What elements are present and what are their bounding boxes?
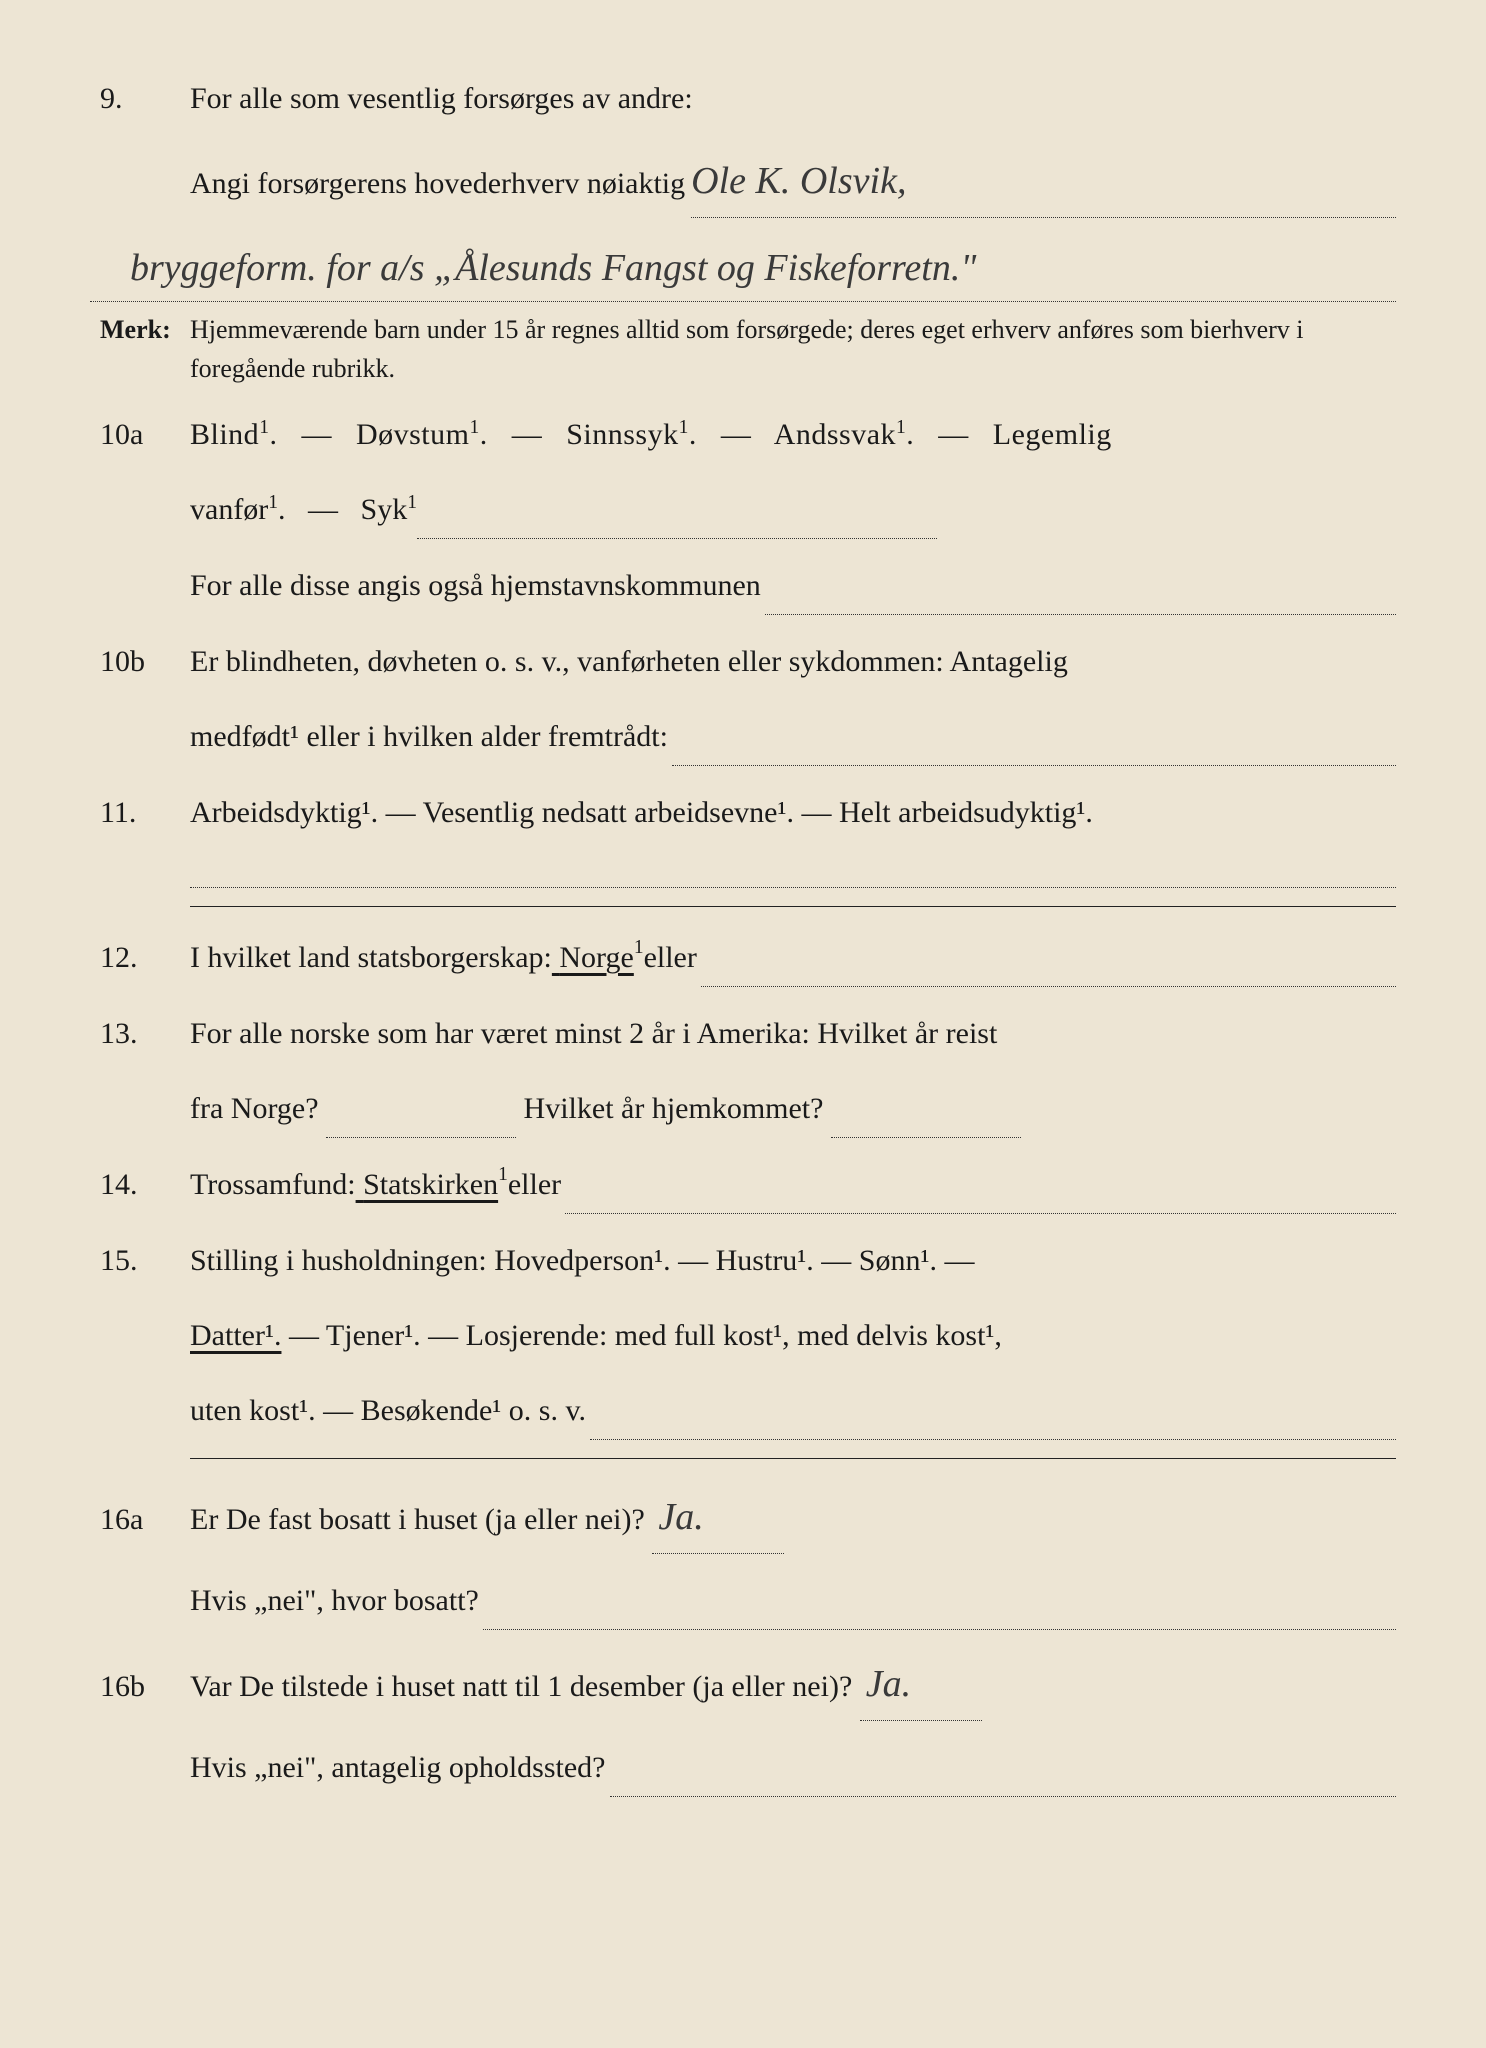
question-9: 9. For alle som vesentlig forsørges av a… xyxy=(90,70,1396,127)
q16b-line1: Var De tilstede i huset natt til 1 desem… xyxy=(190,1648,1396,1721)
q16b-answer: Ja. xyxy=(866,1663,911,1705)
question-10a: 10a Blind1. — Døvstum1. — Sinnssyk1. — A… xyxy=(90,406,1396,463)
divider-2 xyxy=(190,1458,1396,1459)
q14-post: eller xyxy=(508,1156,561,1214)
q9-number: 9. xyxy=(90,70,190,127)
q15-line2: Datter¹. — Tjener¹. — Losjerende: med fu… xyxy=(90,1307,1396,1364)
q16b-prompt: Var De tilstede i huset natt til 1 desem… xyxy=(190,1670,852,1703)
q16a-line1: Er De fast bosatt i huset (ja eller nei)… xyxy=(190,1481,1396,1554)
q15-number: 15. xyxy=(90,1232,190,1289)
q16a-prompt: Er De fast bosatt i huset (ja eller nei)… xyxy=(190,1503,645,1536)
q15-line1: Stilling i husholdningen: Hovedperson¹. … xyxy=(190,1232,1396,1289)
q10a-line3-row: For alle disse angis også hjemstavnskomm… xyxy=(90,557,1396,615)
q16b-line2-row: Hvis „nei", antagelig opholdssted? xyxy=(90,1739,1396,1797)
q12-norge: Norge xyxy=(552,929,634,987)
q10b-line1: Er blindheten, døvheten o. s. v., vanfør… xyxy=(190,633,1396,690)
q16b-line2: Hvis „nei", antagelig opholdssted? xyxy=(190,1739,606,1797)
q10a-number: 10a xyxy=(90,406,190,463)
q12-post: eller xyxy=(644,929,697,987)
q12-pre: I hvilket land statsborgerskap: xyxy=(190,929,552,987)
merk-label: Merk: xyxy=(90,310,190,349)
q16a-answer: Ja. xyxy=(658,1496,703,1538)
q16a-number: 16a xyxy=(90,1491,190,1548)
q9-line1: For alle som vesentlig forsørges av andr… xyxy=(190,70,1396,127)
q9-line2: Angi forsørgerens hovederhverv nøiaktig … xyxy=(90,145,1396,218)
q15-datter: Datter¹. xyxy=(190,1319,281,1352)
question-12: 12. I hvilket land statsborgerskap: Norg… xyxy=(90,929,1396,987)
question-11: 11. Arbeidsdyktig¹. — Vesentlig nedsatt … xyxy=(90,784,1396,841)
q14-statskirken: Statskirken xyxy=(356,1156,499,1214)
q15-line3: uten kost¹. — Besøkende¹ o. s. v. xyxy=(190,1382,586,1440)
merk-text: Hjemmeværende barn under 15 år regnes al… xyxy=(190,310,1396,388)
q16b-number: 16b xyxy=(90,1658,190,1715)
q10b-line2: medfødt¹ eller i hvilken alder fremtrådt… xyxy=(190,708,668,766)
divider-1 xyxy=(190,906,1396,907)
merk-note: Merk: Hjemmeværende barn under 15 år reg… xyxy=(90,310,1396,388)
q12-text: I hvilket land statsborgerskap: Norge1 e… xyxy=(190,929,1396,987)
question-16a: 16a Er De fast bosatt i huset (ja eller … xyxy=(90,1481,1396,1554)
label-legemlig: Legemlig xyxy=(993,418,1112,451)
q16a-line2-row: Hvis „nei", hvor bosatt? xyxy=(90,1572,1396,1630)
q15-rest: — Tjener¹. — Losjerende: med full kost¹,… xyxy=(289,1319,1002,1352)
q9-answer-2: bryggeform. for a/s „Ålesunds Fangst og … xyxy=(130,247,976,289)
q13-home: Hvilket år hjemkommet? xyxy=(524,1092,824,1125)
q9-answer-1: Ole K. Olsvik, xyxy=(691,160,906,202)
q14-pre: Trossamfund: xyxy=(190,1156,356,1214)
q14-number: 14. xyxy=(90,1156,190,1213)
q11-blank xyxy=(90,859,1396,888)
label-vanfor: vanfør xyxy=(190,493,268,526)
question-15: 15. Stilling i husholdningen: Hovedperso… xyxy=(90,1232,1396,1289)
census-form-page: 9. For alle som vesentlig forsørges av a… xyxy=(0,0,1486,2048)
q9-answer-2-row: bryggeform. for a/s „Ålesunds Fangst og … xyxy=(90,236,1396,302)
q13-number: 13. xyxy=(90,1005,190,1062)
q15-line3-row: uten kost¹. — Besøkende¹ o. s. v. xyxy=(90,1382,1396,1440)
q14-text: Trossamfund: Statskirken1 eller xyxy=(190,1156,1396,1214)
question-13: 13. For alle norske som har været minst … xyxy=(90,1005,1396,1062)
label-syk: Syk xyxy=(361,493,408,526)
q16a-line2: Hvis „nei", hvor bosatt? xyxy=(190,1572,479,1630)
q13-line2: fra Norge? Hvilket år hjemkommet? xyxy=(90,1080,1396,1138)
q10a-line2: vanfør1. — Syk1 xyxy=(90,481,1396,539)
q11-number: 11. xyxy=(90,784,190,841)
q13-line1: For alle norske som har været minst 2 år… xyxy=(190,1005,1396,1062)
q10a-line1: Blind1. — Døvstum1. — Sinnssyk1. — Andss… xyxy=(190,406,1396,463)
q11-text: Arbeidsdyktig¹. — Vesentlig nedsatt arbe… xyxy=(190,784,1396,841)
q10a-line3: For alle disse angis også hjemstavnskomm… xyxy=(190,557,761,615)
question-10b: 10b Er blindheten, døvheten o. s. v., va… xyxy=(90,633,1396,690)
q12-number: 12. xyxy=(90,929,190,986)
label-blind: Blind xyxy=(190,418,259,451)
q13-from: fra Norge? xyxy=(190,1092,319,1125)
question-16b: 16b Var De tilstede i huset natt til 1 d… xyxy=(90,1648,1396,1721)
q10b-number: 10b xyxy=(90,633,190,690)
label-dovstum: Døvstum xyxy=(356,418,470,451)
label-andssvak: Andssvak xyxy=(774,418,896,451)
q9-prompt: Angi forsørgerens hovederhverv nøiaktig xyxy=(190,155,685,212)
label-sinnssyk: Sinnssyk xyxy=(566,418,678,451)
question-14: 14. Trossamfund: Statskirken1 eller xyxy=(90,1156,1396,1214)
q10b-line2-row: medfødt¹ eller i hvilken alder fremtrådt… xyxy=(90,708,1396,766)
